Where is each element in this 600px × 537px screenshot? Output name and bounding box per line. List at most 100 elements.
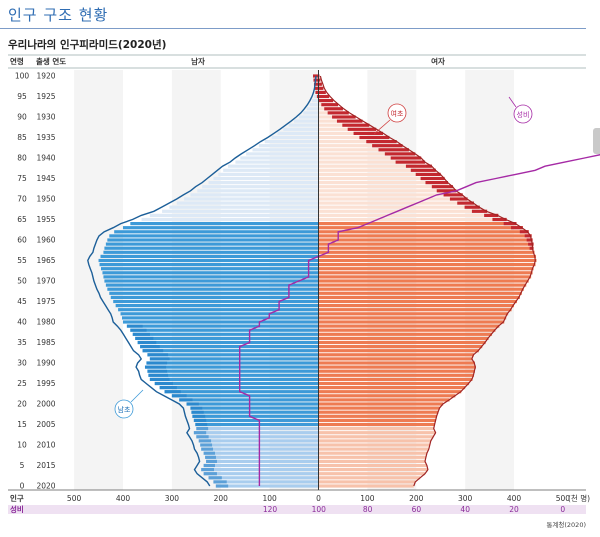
birth-year-tick: 1935	[36, 133, 55, 142]
male-bar	[100, 254, 319, 258]
female-outline-line	[319, 75, 536, 487]
male-surplus-bar	[190, 406, 203, 410]
male-surplus-bar	[206, 459, 217, 463]
female-bar	[318, 250, 535, 254]
male-bar	[102, 271, 319, 275]
male-surplus-bar	[147, 353, 169, 357]
male-bar	[195, 422, 319, 427]
male-bar	[298, 115, 319, 119]
female-header: 여자	[431, 56, 445, 66]
source-note: 통계청(2020)	[546, 520, 586, 529]
female-bar	[318, 295, 520, 299]
female-bar	[318, 443, 430, 447]
male-bar	[193, 418, 319, 422]
sex-ratio-tick: 0	[560, 505, 565, 514]
x-tick: 500	[556, 494, 571, 503]
female-bar	[318, 324, 500, 328]
male-surplus-bar	[201, 447, 214, 451]
birth-year-tick: 2015	[36, 461, 55, 470]
male-bar	[149, 357, 319, 361]
male-surplus-bar	[159, 386, 177, 390]
female-surplus-bar	[484, 213, 499, 217]
male-surplus-bar	[192, 414, 206, 418]
age-tick: 65	[17, 215, 27, 224]
female-surplus-bar	[410, 168, 436, 172]
female-bar	[318, 172, 441, 176]
female-bar	[318, 144, 403, 148]
male-bar	[122, 320, 319, 324]
side-scroll-tab[interactable]	[593, 128, 600, 154]
sex-ratio-callout: 성비	[508, 96, 533, 124]
sex-ratio-tick: 20	[509, 505, 519, 514]
male-surplus-bar	[140, 345, 160, 349]
birth-year-tick: 2010	[36, 441, 55, 450]
birth-year-tick: 1955	[36, 215, 55, 224]
male-surplus-bar	[142, 349, 164, 353]
female-bar	[318, 406, 440, 410]
title-rule	[0, 28, 586, 29]
birth-year-tick: 1970	[36, 277, 55, 286]
sex-ratio-tick: 60	[412, 505, 422, 514]
male-bar	[115, 304, 319, 308]
male-surplus-bar	[148, 373, 169, 377]
female-bar	[318, 127, 377, 131]
sex-ratio-ticks: 120 100 80 60 40 20 0	[263, 505, 566, 514]
chart-title: 우리나라의 인구피라미드(2020년)	[8, 39, 167, 51]
female-bar	[318, 340, 486, 345]
male-bar	[264, 140, 319, 144]
female-bar	[318, 283, 527, 287]
birth-year-tick: 1925	[36, 92, 55, 101]
male-bar	[179, 398, 319, 402]
birth-year-tick: 2005	[36, 420, 55, 429]
age-tick: 5	[20, 461, 25, 470]
age-tick: 55	[17, 256, 27, 265]
female-surplus-bar	[324, 107, 343, 111]
sex-ratio-callout-label: 성비	[517, 110, 530, 119]
female-bar	[318, 258, 537, 263]
female-bar	[318, 410, 439, 414]
male-bar	[154, 381, 319, 386]
female-bar	[318, 152, 416, 156]
male-bar	[203, 451, 319, 455]
female-bar	[318, 390, 462, 394]
male-bar	[202, 185, 319, 189]
female-bar	[318, 373, 474, 377]
female-bar	[318, 381, 470, 386]
x-tick: 500	[67, 494, 82, 503]
male-bar	[184, 197, 319, 201]
female-bar	[318, 308, 512, 312]
male-bar	[98, 258, 319, 263]
female-surplus-bar	[415, 172, 441, 176]
male-surplus-bar	[203, 463, 215, 468]
sex-ratio-tick: 120	[263, 505, 278, 514]
male-surplus-bar	[203, 451, 215, 455]
male-bar	[283, 127, 319, 131]
male-bar	[288, 123, 319, 127]
female-bar	[318, 365, 476, 369]
male-bar	[114, 230, 319, 234]
x-axis-ticks: 500 400 300 200 100 0 100 200 300 400 500	[67, 494, 570, 503]
birth-year-tick: 1975	[36, 297, 55, 306]
age-tick: 85	[17, 133, 27, 142]
male-bar	[100, 267, 319, 271]
female-bar	[318, 197, 468, 201]
female-bar	[318, 431, 436, 435]
female-bar	[318, 336, 489, 340]
female-bar	[318, 181, 449, 185]
female-surplus-bar	[503, 222, 517, 226]
birth-year-tick: 2020	[36, 482, 55, 491]
female-surplus-bar	[492, 217, 507, 222]
male-surplus-bar	[205, 455, 216, 459]
male-surplus-bar	[193, 431, 207, 435]
female-bar	[318, 185, 453, 189]
female-bar	[318, 189, 457, 193]
male-bar	[130, 222, 319, 226]
male-surplus-bar	[198, 439, 212, 443]
male-bar	[149, 377, 319, 381]
female-bar	[318, 345, 483, 349]
birth-year-tick: 1960	[36, 236, 55, 245]
male-bar	[113, 299, 319, 304]
age-tick: 50	[17, 277, 27, 286]
female-surplus-bar	[327, 111, 349, 115]
birth-year-tick: 1930	[36, 113, 55, 122]
